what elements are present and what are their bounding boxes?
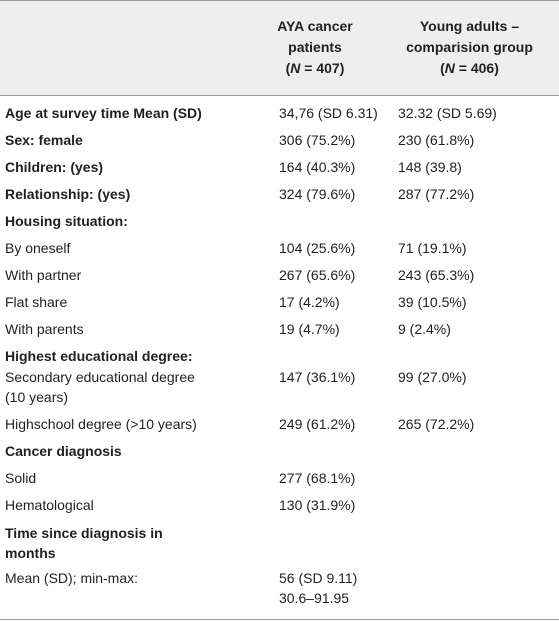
aya-value: 249 (61.2%) bbox=[279, 416, 356, 432]
row-label: Children: (yes) bbox=[5, 159, 104, 175]
header-aya-line-2: patients bbox=[288, 39, 342, 55]
comparison-value: 287 (77.2%) bbox=[398, 186, 475, 202]
aya-value: 164 (40.3%) bbox=[279, 159, 356, 175]
comparison-value: 243 (65.3%) bbox=[398, 267, 475, 283]
row-label: Flat share bbox=[5, 294, 68, 310]
header-aya-n: (N = 407) bbox=[285, 60, 345, 76]
table-bottom-rule bbox=[0, 619, 559, 620]
aya-value: 17 (4.2%) bbox=[279, 294, 340, 310]
row-label: Relationship: (yes) bbox=[5, 186, 131, 202]
header-comparison-line-1: Young adults – bbox=[419, 18, 520, 34]
row-label-line: (10 years) bbox=[5, 389, 69, 405]
aya-value: 267 (65.6%) bbox=[279, 267, 356, 283]
row-label: Sex: female bbox=[5, 132, 83, 148]
comparison-value: 32.32 (SD 5.69) bbox=[398, 105, 497, 121]
aya-value: 147 (36.1%) bbox=[279, 369, 356, 385]
aya-value: 56 (SD 9.11) 30.6–91.95 bbox=[279, 568, 357, 608]
comparison-value: 99 (27.0%) bbox=[398, 369, 467, 385]
table-header-row bbox=[0, 0, 559, 95]
aya-value: 306 (75.2%) bbox=[279, 132, 356, 148]
row-label: With partner bbox=[5, 267, 82, 283]
row-label: Hematological bbox=[5, 497, 94, 513]
table-top-rule bbox=[0, 0, 559, 1]
row-label: Cancer diagnosis bbox=[5, 443, 122, 459]
comparison-value: 9 (2.4%) bbox=[398, 321, 451, 337]
header-aya-line-1: AYA cancer bbox=[277, 18, 353, 34]
comparison-value: 230 (61.8%) bbox=[398, 132, 475, 148]
comparison-value: 265 (72.2%) bbox=[398, 416, 475, 432]
row-label: Solid bbox=[5, 470, 37, 486]
aya-value-line: 56 (SD 9.11) bbox=[279, 570, 358, 586]
aya-value: 324 (79.6%) bbox=[279, 186, 356, 202]
aya-value: 19 (4.7%) bbox=[279, 321, 340, 337]
row-label: Highschool degree (>10 years) bbox=[5, 416, 197, 432]
row-label-line: months bbox=[5, 545, 56, 561]
row-label: Secondary educational degree (10 years) bbox=[5, 367, 245, 407]
table-header-rule bbox=[0, 95, 559, 96]
header-comparison-group: Young adults – comparision group (N = 40… bbox=[380, 16, 559, 79]
row-label: Age at survey time Mean (SD) bbox=[5, 105, 202, 121]
aya-value-line: 30.6–91.95 bbox=[279, 590, 350, 606]
header-comparison-n: (N = 406) bbox=[440, 60, 499, 76]
aya-value: 277 (68.1%) bbox=[279, 470, 356, 486]
comparison-value: 148 (39.8) bbox=[398, 159, 462, 175]
aya-value: 34,76 (SD 6.31) bbox=[279, 105, 378, 121]
aya-value: 104 (25.6%) bbox=[279, 240, 356, 256]
header-comparison-line-2: comparision group bbox=[406, 39, 533, 55]
row-label: Housing situation: bbox=[5, 213, 128, 229]
comparison-value: 71 (19.1%) bbox=[398, 240, 467, 256]
row-label-line: Secondary educational degree bbox=[5, 369, 195, 385]
header-aya-patients: AYA cancer patients (N = 407) bbox=[252, 16, 378, 79]
row-label: Highest educational degree: bbox=[5, 348, 193, 364]
row-label-line: Time since diagnosis in bbox=[5, 525, 163, 541]
comparison-value: 39 (10.5%) bbox=[398, 294, 467, 310]
aya-value: 130 (31.9%) bbox=[279, 497, 356, 513]
row-label: Mean (SD); min-max: bbox=[5, 570, 139, 586]
row-label: Time since diagnosis in months bbox=[5, 523, 245, 563]
row-label: With parents bbox=[5, 321, 84, 337]
row-label: By oneself bbox=[5, 240, 71, 256]
